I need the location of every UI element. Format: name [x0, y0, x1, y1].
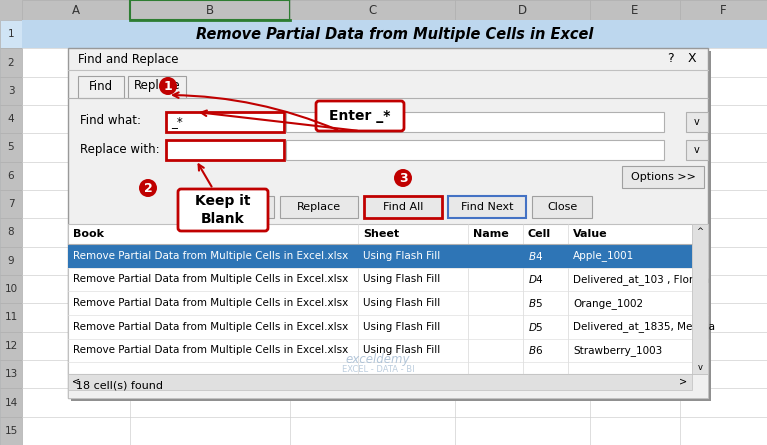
FancyBboxPatch shape: [0, 0, 767, 20]
FancyBboxPatch shape: [686, 140, 708, 160]
Text: Remove Partial Data from Multiple Cells in Excel: Remove Partial Data from Multiple Cells …: [196, 27, 593, 42]
FancyBboxPatch shape: [22, 20, 767, 49]
Text: 13: 13: [5, 369, 18, 379]
Text: Remove Partial Data from Multiple Cells in Excel.xlsx: Remove Partial Data from Multiple Cells …: [73, 345, 348, 356]
FancyBboxPatch shape: [130, 0, 290, 20]
Text: Options >>: Options >>: [630, 172, 696, 182]
Text: C: C: [368, 4, 377, 16]
Text: 1: 1: [163, 80, 173, 93]
Text: 6: 6: [8, 171, 15, 181]
FancyBboxPatch shape: [68, 244, 692, 267]
FancyBboxPatch shape: [71, 51, 711, 401]
FancyBboxPatch shape: [280, 196, 358, 218]
Text: Cell: Cell: [528, 229, 551, 239]
Text: Close: Close: [547, 202, 577, 212]
Text: Using Flash Fill: Using Flash Fill: [363, 298, 440, 308]
Text: Replace: Replace: [297, 202, 341, 212]
Text: exceldemy: exceldemy: [346, 353, 410, 367]
FancyBboxPatch shape: [184, 196, 274, 218]
Text: 2: 2: [8, 57, 15, 68]
Text: X: X: [688, 53, 696, 65]
FancyBboxPatch shape: [0, 332, 22, 360]
Text: 4: 4: [8, 114, 15, 124]
Circle shape: [394, 169, 412, 187]
Text: Name: Name: [473, 229, 509, 239]
Circle shape: [139, 179, 157, 197]
Circle shape: [159, 77, 177, 95]
Text: 3: 3: [8, 86, 15, 96]
Text: <: <: [72, 377, 80, 387]
FancyBboxPatch shape: [686, 112, 708, 132]
FancyBboxPatch shape: [0, 218, 22, 247]
FancyBboxPatch shape: [0, 105, 22, 134]
FancyBboxPatch shape: [78, 76, 124, 98]
Text: Find: Find: [89, 80, 113, 93]
Text: Replace All: Replace All: [198, 202, 260, 212]
Text: v: v: [694, 117, 700, 127]
FancyBboxPatch shape: [590, 0, 680, 20]
FancyBboxPatch shape: [455, 0, 590, 20]
Text: Remove Partial Data from Multiple Cells in Excel.xlsx: Remove Partial Data from Multiple Cells …: [73, 322, 348, 332]
Text: 11: 11: [5, 312, 18, 323]
FancyBboxPatch shape: [0, 247, 22, 275]
Text: Find All: Find All: [383, 202, 423, 212]
Text: Replace with:: Replace with:: [80, 142, 160, 155]
FancyBboxPatch shape: [128, 76, 186, 98]
Text: Find what:: Find what:: [80, 114, 141, 128]
FancyBboxPatch shape: [0, 49, 22, 77]
Text: A: A: [72, 4, 80, 16]
Text: 7: 7: [8, 199, 15, 209]
Text: EXCEL - DATA - BI: EXCEL - DATA - BI: [341, 365, 414, 375]
Text: Apple_1001: Apple_1001: [573, 251, 634, 261]
FancyBboxPatch shape: [622, 166, 704, 188]
Text: 2: 2: [143, 182, 153, 194]
Text: Remove Partial Data from Multiple Cells in Excel.xlsx: Remove Partial Data from Multiple Cells …: [73, 298, 348, 308]
Text: Replace: Replace: [133, 80, 180, 93]
FancyBboxPatch shape: [0, 303, 22, 332]
FancyBboxPatch shape: [532, 196, 592, 218]
FancyBboxPatch shape: [680, 0, 767, 20]
Text: Enter _*: Enter _*: [329, 109, 390, 123]
Text: Book: Book: [73, 229, 104, 239]
Text: Delivered_at_1835, Medina: Delivered_at_1835, Medina: [573, 321, 715, 332]
FancyBboxPatch shape: [0, 190, 22, 218]
Text: Using Flash Fill: Using Flash Fill: [363, 251, 440, 261]
FancyBboxPatch shape: [68, 374, 708, 398]
Text: E: E: [631, 4, 639, 16]
Text: F: F: [720, 4, 727, 16]
Text: $D$4: $D$4: [528, 274, 544, 285]
Text: D: D: [518, 4, 527, 16]
Text: 1: 1: [8, 29, 15, 39]
FancyBboxPatch shape: [68, 224, 708, 374]
Text: 3: 3: [399, 171, 407, 185]
Text: $D$5: $D$5: [528, 321, 544, 333]
Text: Sheet: Sheet: [363, 229, 399, 239]
Text: v: v: [694, 145, 700, 155]
Text: Strawberry_1003: Strawberry_1003: [573, 345, 662, 356]
FancyBboxPatch shape: [0, 360, 22, 388]
FancyBboxPatch shape: [0, 388, 22, 417]
FancyBboxPatch shape: [166, 112, 284, 132]
FancyBboxPatch shape: [290, 0, 455, 20]
Text: _*: _*: [171, 116, 183, 129]
FancyBboxPatch shape: [286, 112, 664, 132]
FancyBboxPatch shape: [0, 77, 22, 105]
Text: 8: 8: [8, 227, 15, 238]
FancyBboxPatch shape: [166, 140, 284, 160]
Text: ^: ^: [696, 227, 703, 235]
Text: Using Flash Fill: Using Flash Fill: [363, 322, 440, 332]
Text: 14: 14: [5, 397, 18, 408]
Text: 10: 10: [5, 284, 18, 294]
Text: Using Flash Fill: Using Flash Fill: [363, 345, 440, 356]
FancyBboxPatch shape: [0, 162, 22, 190]
Text: Keep it
Blank: Keep it Blank: [196, 194, 251, 226]
FancyBboxPatch shape: [0, 417, 22, 445]
FancyBboxPatch shape: [178, 189, 268, 231]
Text: $B$5: $B$5: [528, 297, 543, 309]
Text: 9: 9: [8, 256, 15, 266]
Text: Value: Value: [573, 229, 607, 239]
Text: 5: 5: [8, 142, 15, 153]
Text: Using Flash Fill: Using Flash Fill: [363, 275, 440, 284]
Text: 15: 15: [5, 426, 18, 436]
